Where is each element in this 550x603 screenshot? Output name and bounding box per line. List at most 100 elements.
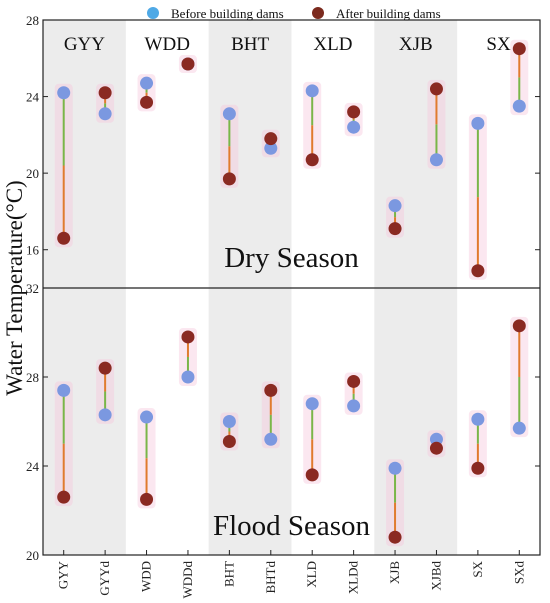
- data-pair-bht: [220, 412, 239, 451]
- x-tick-label-wdd: WDD: [139, 561, 154, 592]
- point-after: [429, 441, 443, 455]
- point-after: [388, 530, 402, 544]
- data-pair-xjbd: [427, 79, 446, 169]
- point-after: [305, 153, 319, 167]
- data-pair-xldd: [344, 372, 363, 415]
- legend-label-before: Before building dams: [171, 6, 284, 21]
- point-before: [471, 116, 485, 130]
- data-pair-sx: [468, 114, 487, 280]
- point-before: [181, 370, 195, 384]
- data-pair-xjbd: [427, 430, 446, 458]
- data-pair-xld: [303, 394, 322, 484]
- y-tick-label: 28: [26, 13, 39, 28]
- x-tick-label-xldd: XLDd: [346, 561, 361, 595]
- point-after: [222, 172, 236, 186]
- data-pair-xjb: [386, 459, 405, 547]
- point-before: [222, 415, 236, 428]
- point-after: [181, 57, 195, 71]
- point-before: [429, 153, 443, 167]
- y-axis-label: Water Temperature(°C): [2, 180, 27, 395]
- data-pair-sxd: [510, 316, 529, 438]
- point-after: [512, 319, 526, 333]
- y-tick-label: 24: [26, 459, 40, 474]
- axes: 16 20 24 28 20 24 28 32 GYY GYYd WDD WDDd BHT BHTd XLD…: [26, 13, 540, 599]
- point-before: [388, 199, 402, 213]
- group-label-gyy: GYY: [64, 34, 105, 55]
- x-tick-label-xjbd: XJBd: [428, 561, 443, 591]
- point-before: [305, 84, 319, 98]
- group-label-sx: SX: [486, 34, 511, 55]
- point-before: [305, 397, 319, 411]
- y-tick-label: 20: [26, 548, 39, 563]
- point-after: [347, 105, 361, 119]
- group-label-bht: BHT: [231, 34, 269, 55]
- point-before: [98, 107, 112, 121]
- point-before: [512, 421, 526, 435]
- point-before: [347, 120, 361, 134]
- data-pair-sx: [468, 410, 487, 478]
- point-before: [264, 432, 278, 446]
- point-after: [305, 468, 319, 482]
- data-pair-wdd: [137, 74, 156, 112]
- x-tick-label-bht: BHT: [221, 561, 236, 587]
- data-pair-bhtd: [261, 129, 280, 158]
- point-after: [57, 490, 71, 504]
- point-before: [388, 461, 402, 475]
- point-after: [98, 361, 112, 375]
- data-pair-sxd: [510, 39, 529, 116]
- y-tick-label: 16: [26, 243, 40, 258]
- x-tick-label-xjb: XJB: [387, 561, 402, 584]
- point-before: [512, 99, 526, 113]
- point-after: [98, 86, 112, 100]
- point-after: [471, 264, 485, 278]
- legend-marker-before: [147, 7, 159, 19]
- point-after: [57, 231, 71, 245]
- data-pair-xldd: [344, 102, 363, 137]
- group-label-xld: XLD: [313, 34, 352, 55]
- data-series: [54, 39, 529, 547]
- point-after: [512, 42, 526, 56]
- x-tick-label-sxd: SXd: [511, 561, 526, 585]
- point-before: [140, 76, 154, 90]
- x-tick-label-bhtd: BHTd: [263, 561, 278, 594]
- data-pair-gyy: [54, 83, 73, 248]
- data-pair-bht: [220, 104, 239, 188]
- legend-label-after: After building dams: [336, 6, 441, 21]
- data-pair-wdd: [137, 408, 156, 509]
- season-label-flood: Flood Season: [213, 510, 371, 542]
- group-label-xjb: XJB: [399, 34, 433, 55]
- x-tick-label-wddd: WDDd: [180, 561, 195, 599]
- legend: Before building dams After building dams: [147, 6, 441, 21]
- point-before: [347, 399, 361, 413]
- group-label-wdd: WDD: [145, 34, 190, 55]
- x-tick-label-gyy: GYY: [56, 560, 71, 589]
- y-tick-label: 28: [26, 370, 39, 385]
- x-tick-label-gyyd: GYYd: [97, 561, 112, 596]
- data-pair-gyyd: [96, 359, 115, 424]
- y-tick-label: 24: [26, 90, 40, 105]
- text-labels: GYY WDD BHT XLD XJB SX Dry Season Flood Season: [64, 34, 511, 542]
- point-before: [429, 432, 443, 446]
- point-after: [140, 492, 154, 506]
- data-pair-wddd: [178, 327, 197, 386]
- x-tick-label-sx: SX: [470, 560, 485, 577]
- season-label-dry: Dry Season: [224, 242, 359, 274]
- data-pair-gyy: [54, 381, 73, 507]
- x-tick-label-xld: XLD: [304, 561, 319, 588]
- point-before: [264, 141, 278, 155]
- point-after: [429, 82, 443, 96]
- point-before: [471, 412, 485, 426]
- point-before: [98, 408, 112, 422]
- data-pair-xjb: [386, 196, 405, 238]
- point-after: [140, 95, 154, 109]
- point-after: [471, 461, 485, 475]
- point-after: [264, 383, 278, 397]
- point-before: [57, 86, 71, 100]
- y-tick-label: 20: [26, 166, 39, 181]
- point-after: [181, 330, 195, 344]
- point-before: [57, 383, 71, 397]
- data-pair-bhtd: [261, 381, 280, 449]
- point-before: [222, 107, 236, 121]
- legend-marker-after: [312, 7, 324, 19]
